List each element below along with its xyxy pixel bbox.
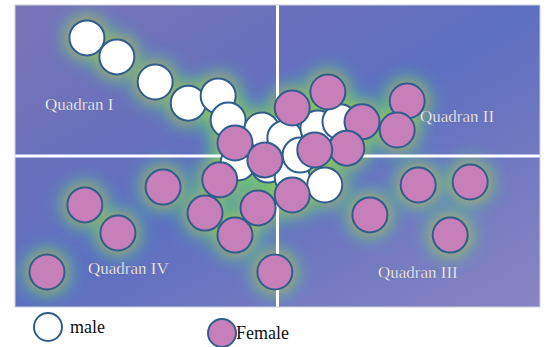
- point: [401, 167, 436, 202]
- legend-label: male: [70, 317, 105, 337]
- point: [275, 177, 310, 212]
- point: [310, 74, 345, 109]
- heat-glow: [416, 201, 484, 269]
- quadrant-label: Quadran III: [378, 263, 458, 282]
- point: [257, 254, 292, 289]
- chart: Quadran I Quadran II Quadran III Quadran IV…: [0, 0, 547, 347]
- point: [30, 254, 65, 289]
- point: [247, 142, 282, 177]
- point: [138, 65, 173, 100]
- annotations: Quadran I Quadran II Quadran III Quadran IV: [45, 95, 494, 282]
- point: [100, 216, 135, 251]
- point: [307, 167, 342, 202]
- quadrant-label: Quadran II: [420, 107, 494, 126]
- point: [433, 218, 468, 253]
- plot-area: [15, 5, 540, 307]
- quadrant-label: Quadran IV: [88, 259, 169, 278]
- point: [217, 218, 252, 253]
- point: [380, 113, 415, 148]
- points: [30, 20, 488, 289]
- legend-label: Female: [236, 323, 289, 343]
- quadrant-label: Quadran I: [45, 95, 114, 114]
- heat-glow: [241, 238, 309, 306]
- legend-marker: [208, 319, 236, 347]
- background: [15, 5, 540, 307]
- plot-frame: [15, 5, 540, 307]
- heat-glow: [15, 238, 81, 306]
- point: [69, 20, 104, 55]
- point: [146, 170, 181, 205]
- legend-marker: [34, 313, 62, 341]
- point: [352, 197, 387, 232]
- point: [275, 90, 310, 125]
- point: [329, 131, 364, 166]
- point: [453, 164, 488, 199]
- point: [202, 162, 237, 197]
- point: [297, 132, 332, 167]
- point: [67, 187, 102, 222]
- point: [188, 196, 223, 231]
- legend: male Female: [34, 313, 289, 347]
- point: [99, 39, 134, 74]
